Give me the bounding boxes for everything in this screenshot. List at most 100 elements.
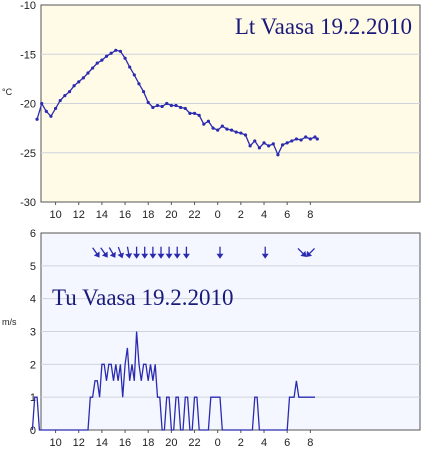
data-point <box>229 128 234 132</box>
data-point <box>63 94 67 98</box>
y-tick-label: 2 <box>30 359 36 371</box>
x-tick-label: 18 <box>142 209 154 221</box>
y-tick-label: -15 <box>20 49 36 61</box>
wind-chart-title: Tu Vaasa 19.2.2010 <box>52 285 233 310</box>
x-tick-label: 0 <box>215 209 221 221</box>
wind-direction-arrow-icon <box>157 246 165 259</box>
x-tick-label: 2 <box>238 437 244 449</box>
data-point <box>44 109 48 113</box>
wind-direction-arrow-icon <box>117 246 125 259</box>
data-point <box>95 61 99 65</box>
data-point <box>114 48 118 52</box>
data-point <box>40 101 44 106</box>
x-tick-label: 22 <box>188 209 200 221</box>
x-tick-label: 14 <box>96 437 108 449</box>
temperature-chart-svg: -10 -15 -20 -25 -30 10 12 14 16 18 20 22 0 2 4 6 8 °C L… <box>2 0 421 221</box>
data-point <box>35 117 39 121</box>
wind-direction-arrow-icon <box>141 246 149 259</box>
data-point <box>141 90 146 94</box>
x-tick-label: 4 <box>261 209 267 221</box>
x-tick-label: 12 <box>73 209 85 221</box>
data-point <box>257 146 261 150</box>
wind-direction-arrow-icon <box>149 246 157 259</box>
wind-direction-arrow-icon <box>133 246 141 259</box>
x-tick-label: 6 <box>284 437 290 449</box>
y-tick-label: 1 <box>30 392 36 404</box>
data-point <box>304 135 308 139</box>
y-tick-label: 6 <box>30 228 36 240</box>
x-tick-label: 14 <box>96 209 108 221</box>
temperature-chart: -10 -15 -20 -25 -30 10 12 14 16 18 20 22 0 2 4 6 8 °C L… <box>2 0 421 221</box>
x-tick-label: 22 <box>188 437 200 449</box>
data-point <box>183 106 187 111</box>
y-tick-label: 5 <box>30 261 36 273</box>
data-point <box>169 103 173 108</box>
data-point <box>53 106 58 111</box>
data-point <box>49 114 53 118</box>
data-point <box>137 82 141 86</box>
x-tick-label: 4 <box>261 437 267 449</box>
wind-direction-arrow-icon <box>306 247 316 257</box>
x-tick-label: 8 <box>307 209 313 221</box>
data-point <box>248 144 252 148</box>
data-point <box>86 71 90 75</box>
y-tick-label: -25 <box>20 148 36 160</box>
x-tick-label: 18 <box>142 437 154 449</box>
data-point <box>72 84 76 88</box>
wind-direction-arrow-icon <box>297 247 307 257</box>
data-point <box>239 131 243 135</box>
wind-direction-arrow-icon <box>92 247 100 258</box>
wind-direction-arrow-icon <box>182 246 190 259</box>
y-tick-label: -20 <box>20 99 36 111</box>
data-point <box>243 133 248 137</box>
data-point <box>262 141 266 145</box>
data-point <box>109 51 113 55</box>
data-point <box>271 142 275 146</box>
wind-direction-arrow-icon <box>100 247 108 258</box>
data-point <box>315 137 319 141</box>
x-tick-label: 20 <box>165 437 177 449</box>
x-tick-label: 2 <box>238 209 244 221</box>
data-point <box>155 103 160 108</box>
x-tick-label: 12 <box>73 437 85 449</box>
wind-direction-arrow-icon <box>173 246 181 259</box>
x-tick-label: 10 <box>49 437 61 449</box>
wind-direction-arrow-icon <box>261 246 269 259</box>
data-point <box>151 105 155 110</box>
data-point <box>91 66 95 70</box>
data-point <box>290 139 294 143</box>
y-tick-label: 0 <box>30 425 36 437</box>
data-point <box>179 105 183 110</box>
data-point <box>58 98 62 103</box>
x-tick-label: 20 <box>165 209 177 221</box>
wind-y-axis-label: m/s <box>2 317 17 327</box>
x-tick-label: 6 <box>284 209 290 221</box>
y-tick-label: -30 <box>20 197 36 209</box>
data-point <box>192 111 197 115</box>
data-point <box>165 101 169 106</box>
data-point <box>202 122 206 126</box>
data-point <box>197 113 201 117</box>
wind-direction-arrow-icon <box>216 246 224 259</box>
data-point <box>234 130 238 134</box>
data-point <box>100 58 104 62</box>
temperature-y-axis-label: °C <box>2 87 13 97</box>
x-tick-label: 8 <box>307 437 313 449</box>
data-point <box>313 135 317 139</box>
data-point <box>211 126 215 130</box>
data-point <box>220 124 224 128</box>
data-point <box>308 137 312 141</box>
data-point <box>160 104 164 109</box>
y-tick-label: 3 <box>30 327 36 339</box>
data-point <box>81 76 85 80</box>
wind-speed-series-line <box>31 331 315 431</box>
x-tick-label: 0 <box>215 437 221 449</box>
data-point <box>280 143 285 147</box>
data-point <box>276 153 280 157</box>
data-point <box>188 111 192 115</box>
x-tick-label: 10 <box>49 209 61 221</box>
data-point <box>216 128 220 132</box>
data-point <box>206 119 211 123</box>
